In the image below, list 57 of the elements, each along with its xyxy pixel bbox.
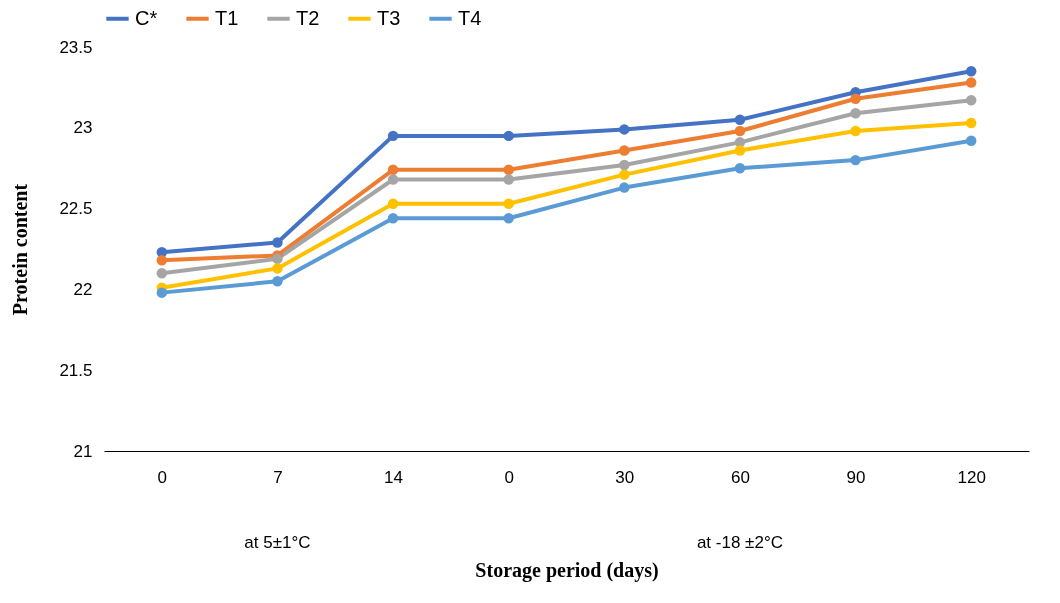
point	[387, 130, 399, 142]
x-tick-label: 14	[384, 467, 404, 487]
point	[734, 145, 746, 156]
point	[965, 77, 977, 88]
point	[503, 164, 514, 176]
y-tick-label: 22.5	[59, 199, 93, 219]
point	[734, 114, 746, 125]
point	[619, 169, 630, 180]
point	[850, 125, 861, 137]
point	[272, 237, 283, 248]
x-tick-label: 60	[730, 467, 750, 487]
y-tick-label: 23.5	[59, 37, 93, 57]
x-tick-label: 120	[957, 467, 986, 487]
legend-label: T2	[296, 6, 320, 29]
point	[387, 198, 399, 209]
point	[503, 174, 514, 185]
point	[850, 154, 861, 166]
x-tick-label: 7	[273, 467, 283, 487]
point	[850, 108, 861, 119]
legend-label: C*	[135, 6, 158, 29]
point	[965, 135, 977, 146]
y-tick-label: 21.5	[59, 360, 93, 380]
point	[272, 276, 283, 287]
point	[965, 117, 977, 129]
point	[503, 213, 514, 224]
y-axis-title: Protein content	[9, 183, 32, 316]
x-tick-label: 0	[157, 467, 168, 487]
point	[734, 162, 746, 174]
y-tick-label: 23	[73, 118, 93, 138]
point	[387, 174, 399, 185]
y-tick-label: 22	[73, 279, 93, 299]
point	[503, 198, 514, 209]
point	[965, 95, 977, 106]
point	[156, 255, 168, 266]
point	[850, 93, 861, 104]
x-axis-title: Storage period (days)	[475, 558, 659, 582]
x-tick-label: 30	[615, 467, 635, 487]
legend-label: T4	[458, 6, 482, 29]
point	[734, 125, 746, 137]
x-tick-label: 0	[504, 467, 514, 487]
point	[272, 263, 283, 274]
point	[619, 182, 630, 193]
point	[156, 287, 168, 298]
point	[619, 124, 630, 135]
legend-label: T1	[215, 6, 239, 29]
point	[156, 268, 168, 279]
text: at -18 ±2°C	[696, 533, 783, 552]
point	[619, 145, 630, 156]
point	[619, 159, 630, 171]
point	[387, 164, 399, 176]
text: at 5±1°C	[244, 533, 311, 552]
point	[503, 130, 514, 142]
legend-label: T3	[377, 6, 401, 29]
point	[965, 66, 977, 77]
y-tick-label: 21	[73, 441, 93, 461]
point	[387, 213, 399, 224]
x-tick-label: 90	[846, 467, 866, 487]
